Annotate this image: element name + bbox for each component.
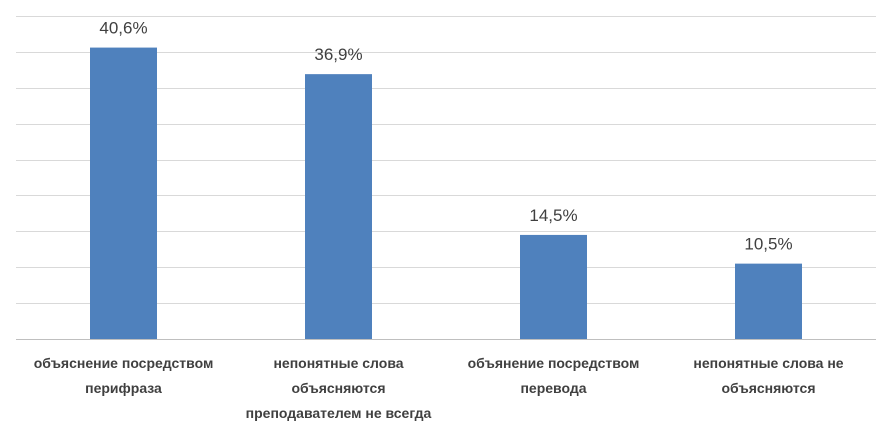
bar-3: [520, 234, 587, 339]
category-label-line: объясняются: [291, 380, 385, 396]
category-label-line: объясняются: [721, 380, 815, 396]
bars: [90, 47, 802, 340]
category-label-line: непонятные слова не: [693, 355, 843, 371]
category-labels: объяснение посредством перифраза непонятны…: [34, 355, 844, 421]
data-label-3: 14,5%: [529, 206, 577, 225]
bar-2: [305, 74, 372, 339]
category-label-line: объяснение посредством: [34, 355, 214, 371]
gridlines: [16, 16, 876, 340]
data-labels: 40,6% 36,9% 14,5% 10,5%: [99, 19, 792, 254]
category-label-3: объянение посредством перевода: [468, 355, 640, 396]
bar-1: [90, 47, 157, 340]
category-label-1: объяснение посредством перифраза: [34, 355, 214, 396]
category-label-4: непонятные слова не объясняются: [693, 355, 843, 396]
data-label-1: 40,6%: [99, 19, 147, 38]
category-label-line: объянение посредством: [468, 355, 640, 371]
category-label-line: перифраза: [85, 380, 162, 396]
category-label-line: преподавателем не всегда: [246, 405, 432, 421]
category-label-line: перевода: [520, 380, 586, 396]
bar-4: [735, 263, 802, 339]
data-label-4: 10,5%: [744, 235, 792, 254]
category-label-line: непонятные слова: [273, 355, 403, 371]
data-label-2: 36,9%: [314, 45, 362, 64]
category-label-2: непонятные слова объясняются преподавателе…: [246, 355, 432, 421]
